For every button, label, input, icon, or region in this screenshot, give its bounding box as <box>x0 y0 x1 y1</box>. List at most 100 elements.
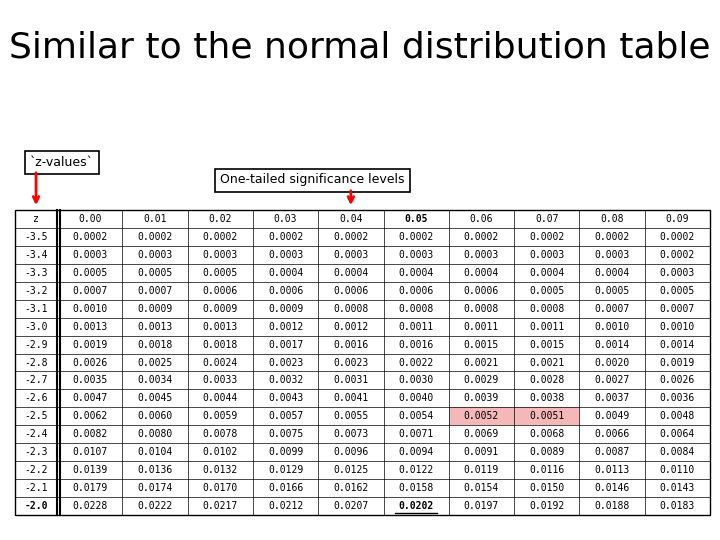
Text: 0.0019: 0.0019 <box>72 340 107 349</box>
Text: -2.9: -2.9 <box>24 340 48 349</box>
Text: 0.0007: 0.0007 <box>660 303 695 314</box>
Text: 0.0011: 0.0011 <box>529 322 564 332</box>
Text: 0.0158: 0.0158 <box>399 483 433 493</box>
Text: 0.0023: 0.0023 <box>333 357 369 368</box>
Text: 0.0018: 0.0018 <box>138 340 173 349</box>
Text: 0.0146: 0.0146 <box>595 483 630 493</box>
Text: 0.05: 0.05 <box>405 214 428 224</box>
Text: 0.0026: 0.0026 <box>72 357 107 368</box>
Text: 0.0006: 0.0006 <box>464 286 499 296</box>
Text: 0.0051: 0.0051 <box>529 411 564 421</box>
Text: 0.0032: 0.0032 <box>268 375 303 386</box>
Text: 0.0010: 0.0010 <box>660 322 695 332</box>
Text: 0.0002: 0.0002 <box>464 232 499 242</box>
Text: 0.0048: 0.0048 <box>660 411 695 421</box>
Text: 0.0091: 0.0091 <box>464 447 499 457</box>
Text: 0.01: 0.01 <box>143 214 167 224</box>
Text: 0.0116: 0.0116 <box>529 465 564 475</box>
Text: 0.0041: 0.0041 <box>333 393 369 403</box>
Text: 0.0073: 0.0073 <box>333 429 369 439</box>
Text: -2.7: -2.7 <box>24 375 48 386</box>
Text: 0.0006: 0.0006 <box>333 286 369 296</box>
Text: 0.0017: 0.0017 <box>268 340 303 349</box>
Text: 0.0013: 0.0013 <box>138 322 173 332</box>
Text: 0.0009: 0.0009 <box>268 303 303 314</box>
Text: Similar to the normal distribution table: Similar to the normal distribution table <box>9 30 711 64</box>
Text: 0.0004: 0.0004 <box>268 268 303 278</box>
Text: 0.0006: 0.0006 <box>399 286 433 296</box>
Text: 0.0055: 0.0055 <box>333 411 369 421</box>
Text: 0.0212: 0.0212 <box>268 501 303 511</box>
Text: 0.03: 0.03 <box>274 214 297 224</box>
Text: 0.0002: 0.0002 <box>660 232 695 242</box>
Text: 0.0113: 0.0113 <box>595 465 630 475</box>
Text: `z-values`: `z-values` <box>30 156 94 168</box>
Text: 0.0036: 0.0036 <box>660 393 695 403</box>
Text: 0.0019: 0.0019 <box>660 357 695 368</box>
Text: 0.0003: 0.0003 <box>660 268 695 278</box>
Text: 0.0021: 0.0021 <box>464 357 499 368</box>
Text: 0.0197: 0.0197 <box>464 501 499 511</box>
Text: 0.0002: 0.0002 <box>660 250 695 260</box>
Text: 0.0002: 0.0002 <box>268 232 303 242</box>
Text: 0.0003: 0.0003 <box>333 250 369 260</box>
Text: 0.0071: 0.0071 <box>399 429 433 439</box>
Text: 0.0003: 0.0003 <box>72 250 107 260</box>
Text: 0.0024: 0.0024 <box>202 357 238 368</box>
Text: 0.0040: 0.0040 <box>399 393 433 403</box>
Text: 0.0075: 0.0075 <box>268 429 303 439</box>
Text: 0.0005: 0.0005 <box>529 286 564 296</box>
Text: 0.0166: 0.0166 <box>268 483 303 493</box>
Text: 0.0207: 0.0207 <box>333 501 369 511</box>
Text: 0.0084: 0.0084 <box>660 447 695 457</box>
Text: -3.1: -3.1 <box>24 303 48 314</box>
Text: 0.0217: 0.0217 <box>202 501 238 511</box>
Text: 0.0018: 0.0018 <box>202 340 238 349</box>
Text: 0.09: 0.09 <box>665 214 689 224</box>
Text: 0.0038: 0.0038 <box>529 393 564 403</box>
Text: 0.0008: 0.0008 <box>464 303 499 314</box>
Text: 0.0005: 0.0005 <box>138 268 173 278</box>
Text: 0.0016: 0.0016 <box>333 340 369 349</box>
Text: 0.0004: 0.0004 <box>399 268 433 278</box>
Text: 0.0013: 0.0013 <box>72 322 107 332</box>
Text: -3.4: -3.4 <box>24 250 48 260</box>
Text: 0.0003: 0.0003 <box>595 250 630 260</box>
Text: 0.07: 0.07 <box>535 214 559 224</box>
Text: -2.2: -2.2 <box>24 465 48 475</box>
Text: 0.0005: 0.0005 <box>72 268 107 278</box>
Text: 0.0002: 0.0002 <box>202 232 238 242</box>
Text: 0.0174: 0.0174 <box>138 483 173 493</box>
Text: 0.0202: 0.0202 <box>399 501 433 511</box>
Text: -3.3: -3.3 <box>24 268 48 278</box>
Text: 0.0082: 0.0082 <box>72 429 107 439</box>
Text: 0.0027: 0.0027 <box>595 375 630 386</box>
Text: 0.0222: 0.0222 <box>138 501 173 511</box>
Text: 0.0029: 0.0029 <box>464 375 499 386</box>
Text: 0.0006: 0.0006 <box>268 286 303 296</box>
Text: 0.0087: 0.0087 <box>595 447 630 457</box>
Text: -3.0: -3.0 <box>24 322 48 332</box>
Text: 0.0015: 0.0015 <box>464 340 499 349</box>
Text: 0.0154: 0.0154 <box>464 483 499 493</box>
Text: 0.0132: 0.0132 <box>202 465 238 475</box>
Text: 0.0002: 0.0002 <box>333 232 369 242</box>
Text: 0.0002: 0.0002 <box>595 232 630 242</box>
Text: 0.0136: 0.0136 <box>138 465 173 475</box>
Text: 0.04: 0.04 <box>339 214 363 224</box>
Text: 0.0192: 0.0192 <box>529 501 564 511</box>
Text: -2.8: -2.8 <box>24 357 48 368</box>
Text: 0.0006: 0.0006 <box>202 286 238 296</box>
Text: z: z <box>33 214 39 224</box>
Text: 0.0060: 0.0060 <box>138 411 173 421</box>
Text: 0.0015: 0.0015 <box>529 340 564 349</box>
Text: 0.0064: 0.0064 <box>660 429 695 439</box>
Text: 0.0125: 0.0125 <box>333 465 369 475</box>
Text: 0.0102: 0.0102 <box>202 447 238 457</box>
Text: 0.0096: 0.0096 <box>333 447 369 457</box>
Text: 0.0003: 0.0003 <box>399 250 433 260</box>
Text: 0.0004: 0.0004 <box>333 268 369 278</box>
Text: 0.0009: 0.0009 <box>138 303 173 314</box>
Text: 0.0022: 0.0022 <box>399 357 433 368</box>
Text: 0.0179: 0.0179 <box>72 483 107 493</box>
